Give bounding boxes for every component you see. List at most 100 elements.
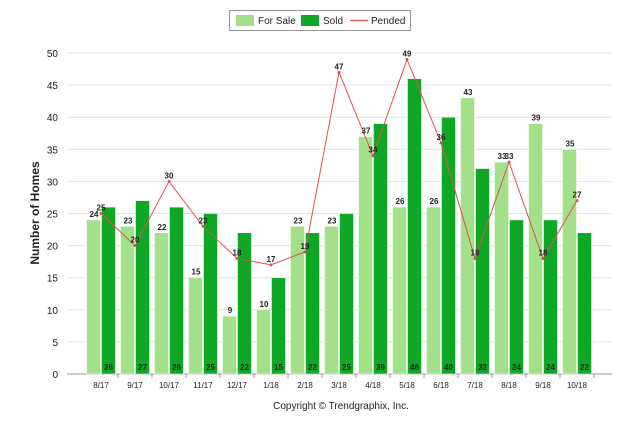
y-tick-label: 35 bbox=[47, 145, 59, 156]
bar-for-sale bbox=[392, 206, 407, 375]
pended-point bbox=[201, 224, 205, 228]
for-sale-label: 23 bbox=[124, 216, 133, 225]
pended-point bbox=[405, 57, 409, 61]
pended-point bbox=[541, 256, 545, 260]
bar-for-sale bbox=[188, 277, 203, 375]
sold-label: 24 bbox=[546, 363, 555, 372]
pended-point bbox=[133, 244, 137, 248]
bar-for-sale bbox=[562, 149, 577, 375]
sold-label: 26 bbox=[104, 363, 113, 372]
pended-point bbox=[337, 70, 341, 74]
pended-label: 49 bbox=[403, 49, 412, 58]
pended-label: 23 bbox=[199, 216, 208, 225]
for-sale-label: 33 bbox=[498, 152, 507, 161]
for-sale-label: 23 bbox=[328, 216, 337, 225]
bar-sold bbox=[101, 206, 116, 375]
x-tick-label: 5/18 bbox=[399, 381, 415, 390]
copyright: Copyright © Trendgraphix, Inc. bbox=[273, 401, 409, 412]
bar-sold bbox=[543, 219, 558, 375]
bar-sold bbox=[203, 213, 218, 375]
y-tick-label: 10 bbox=[47, 306, 59, 317]
bar-for-sale bbox=[154, 232, 169, 375]
legend-box bbox=[229, 10, 411, 31]
y-tick-label: 50 bbox=[47, 49, 59, 60]
for-sale-label: 26 bbox=[430, 197, 439, 206]
legend-label-pended: Pended bbox=[371, 16, 405, 27]
for-sale-label: 23 bbox=[294, 216, 303, 225]
bar-sold bbox=[475, 168, 490, 375]
pended-label: 33 bbox=[505, 152, 514, 161]
for-sale-label: 39 bbox=[532, 114, 541, 123]
pended-label: 18 bbox=[233, 248, 242, 257]
x-tick-label: 3/18 bbox=[331, 381, 347, 390]
for-sale-label: 24 bbox=[90, 210, 99, 219]
bar-for-sale bbox=[460, 97, 475, 375]
y-tick-label: 20 bbox=[47, 242, 59, 253]
bar-sold bbox=[577, 232, 592, 375]
x-tick-label: 1/18 bbox=[263, 381, 279, 390]
bar-for-sale bbox=[86, 219, 101, 375]
sold-label: 22 bbox=[308, 363, 317, 372]
for-sale-label: 15 bbox=[192, 268, 201, 277]
y-axis-ticks: 0 5 10 15 20 25 30 35 40 45 50 bbox=[47, 49, 59, 381]
for-sale-label: 9 bbox=[228, 306, 233, 315]
bar-sold bbox=[407, 78, 422, 375]
bar-sold bbox=[373, 123, 388, 375]
y-tick-label: 25 bbox=[47, 210, 59, 221]
y-tick-label: 45 bbox=[47, 81, 59, 92]
bar-for-sale bbox=[256, 309, 271, 375]
x-tick-label: 4/18 bbox=[365, 381, 381, 390]
x-tick-label: 8/18 bbox=[501, 381, 517, 390]
sold-label: 32 bbox=[478, 363, 487, 372]
pended-label: 19 bbox=[301, 242, 310, 251]
pended-label: 36 bbox=[437, 133, 446, 142]
legend-label-for-sale: For Sale bbox=[258, 16, 296, 27]
pended-label: 47 bbox=[335, 62, 344, 71]
bars bbox=[86, 78, 592, 375]
x-tick-label: 6/18 bbox=[433, 381, 449, 390]
pended-label: 18 bbox=[539, 248, 548, 257]
bar-sold bbox=[271, 277, 286, 375]
y-tick-label: 0 bbox=[52, 370, 58, 381]
y-tick-label: 40 bbox=[47, 113, 59, 124]
x-axis-ticks: 8/17 9/17 10/17 11/17 12/17 1/18 2/18 3/18 4/18 5… bbox=[93, 374, 595, 390]
sold-label: 39 bbox=[376, 363, 385, 372]
sold-label: 40 bbox=[444, 363, 453, 372]
sold-label: 24 bbox=[512, 363, 521, 372]
pended-point bbox=[473, 256, 477, 260]
y-axis-label: Number of Homes bbox=[28, 161, 42, 265]
pended-point bbox=[303, 250, 307, 254]
sold-label: 22 bbox=[240, 363, 249, 372]
bar-for-sale bbox=[494, 161, 509, 375]
pended-point bbox=[507, 160, 511, 164]
x-tick-label: 8/17 bbox=[93, 381, 109, 390]
bar-sold bbox=[305, 232, 320, 375]
pended-label: 17 bbox=[267, 255, 276, 264]
bar-for-sale bbox=[290, 226, 305, 375]
sold-label: 25 bbox=[342, 363, 351, 372]
x-tick-label: 9/17 bbox=[127, 381, 143, 390]
sold-label: 27 bbox=[138, 363, 147, 372]
pended-label: 30 bbox=[165, 171, 174, 180]
sold-label: 25 bbox=[206, 363, 215, 372]
pended-point bbox=[269, 263, 273, 267]
x-tick-label: 9/18 bbox=[535, 381, 551, 390]
pended-label: 20 bbox=[131, 236, 140, 245]
x-tick-label: 12/17 bbox=[227, 381, 248, 390]
legend-label-sold: Sold bbox=[323, 16, 343, 27]
bar-for-sale bbox=[528, 123, 543, 375]
for-sale-label: 37 bbox=[362, 126, 371, 135]
sold-label: 26 bbox=[172, 363, 181, 372]
x-tick-label: 11/17 bbox=[193, 381, 213, 390]
pended-label: 27 bbox=[573, 191, 582, 200]
pended-point bbox=[99, 212, 103, 215]
bar-for-sale bbox=[324, 226, 339, 375]
y-tick-label: 15 bbox=[47, 274, 59, 285]
for-sale-label: 10 bbox=[260, 300, 269, 309]
bar-sold bbox=[135, 200, 150, 375]
bar-sold bbox=[441, 116, 456, 375]
x-tick-label: 10/18 bbox=[567, 381, 588, 390]
pended-point bbox=[575, 199, 579, 203]
bar-sold bbox=[237, 232, 252, 375]
x-tick-label: 2/18 bbox=[297, 381, 313, 390]
